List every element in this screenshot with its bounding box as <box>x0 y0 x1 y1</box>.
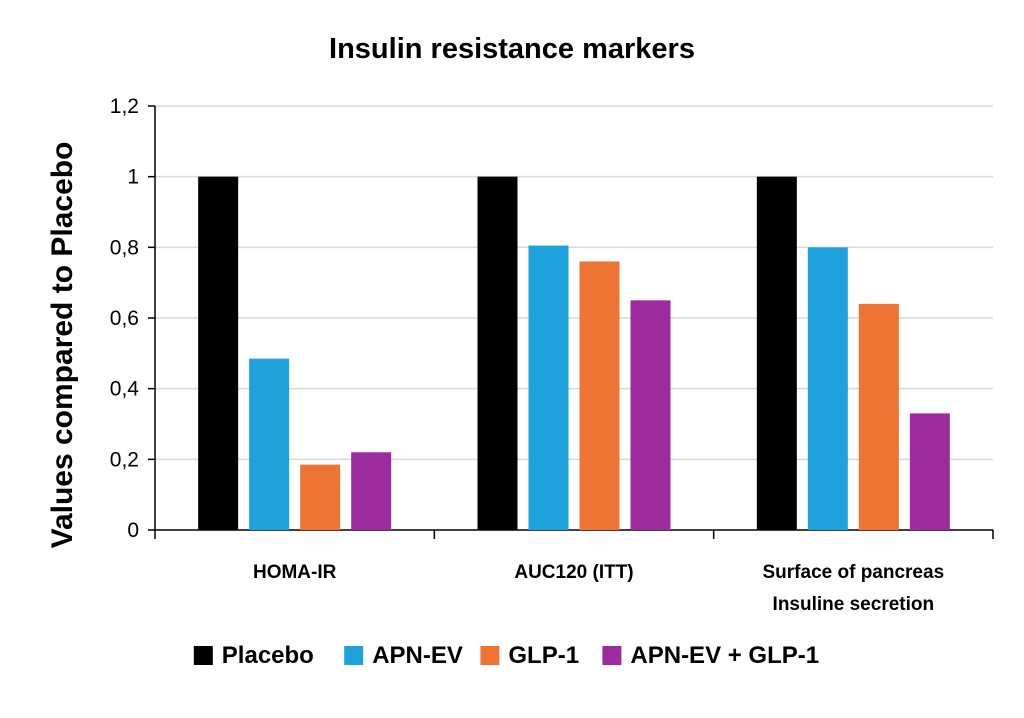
bar-placebo <box>756 176 797 530</box>
y-axis-label: Values compared to Placebo <box>46 142 79 549</box>
legend-swatch <box>344 646 364 665</box>
bar-apn-ev <box>249 358 290 530</box>
bar-glp-1 <box>300 464 341 530</box>
legend-swatch <box>480 646 500 665</box>
bar-apn-ev-glp-1 <box>630 300 671 530</box>
x-tick-label: Surface of pancreas <box>763 562 945 583</box>
legend-swatch <box>193 646 213 665</box>
x-tick-labels: HOMA-IR AUC120 (ITT) Surface of pancreas In… <box>253 562 944 615</box>
legend-label: GLP-1 <box>508 642 579 669</box>
bar-apn-ev <box>807 247 848 531</box>
bar-apn-ev-glp-1 <box>351 452 392 530</box>
y-tick-labels: 0 0,2 0,4 0,6 0,8 1 1,2 <box>110 95 140 542</box>
y-tick-label: 0 <box>127 519 139 542</box>
legend-swatch <box>602 646 622 665</box>
bars <box>198 176 950 531</box>
x-tick-label: HOMA-IR <box>253 562 337 583</box>
y-tick-label: 1,2 <box>110 95 139 118</box>
y-tick-label: 0,2 <box>110 448 139 471</box>
bar-apn-ev <box>528 245 569 531</box>
legend-label: Placebo <box>222 642 314 669</box>
legend-label: APN-EV <box>372 642 463 669</box>
y-tick-label: 0,4 <box>110 378 140 401</box>
legend-label: APN-EV + GLP-1 <box>630 642 819 669</box>
y-tick-label: 0,8 <box>110 236 139 259</box>
axes <box>148 105 994 539</box>
bar-placebo <box>198 176 239 530</box>
y-tick-label: 1 <box>127 166 139 189</box>
gridlines <box>155 105 993 461</box>
legend: Placebo APN-EV GLP-1 APN-EV + GLP-1 <box>193 642 819 669</box>
bar-glp-1 <box>858 303 899 530</box>
chart-title: Insulin resistance markers <box>329 33 695 65</box>
bar-placebo <box>477 176 518 530</box>
bar-apn-ev-glp-1 <box>909 413 950 530</box>
bar-glp-1 <box>579 261 620 530</box>
x-tick-label: Insuline secretion <box>773 594 935 615</box>
x-tick-label: AUC120 (ITT) <box>514 562 633 583</box>
y-tick-label: 0,6 <box>110 307 139 330</box>
